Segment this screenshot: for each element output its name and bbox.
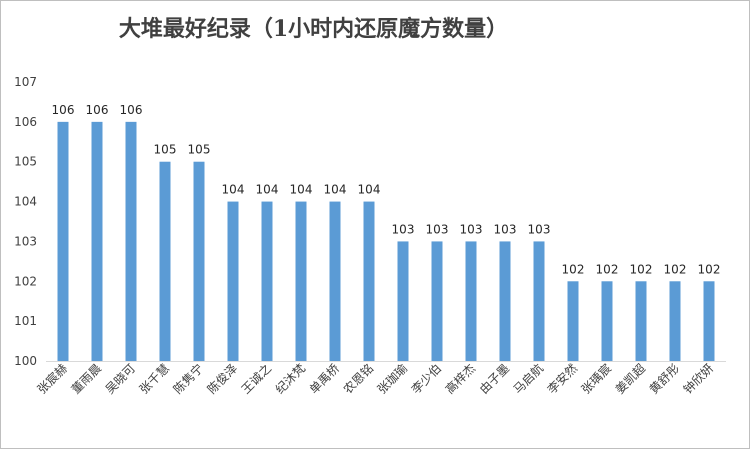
y-tick-label: 106: [14, 115, 37, 129]
x-tick-label: 吴晓可: [103, 361, 138, 396]
x-tick-label: 董雨晨: [69, 361, 104, 396]
data-label: 102: [562, 262, 585, 276]
x-tick-label: 张珈瑜: [374, 361, 410, 397]
data-label: 103: [528, 222, 551, 236]
chart-title: 大堆最好纪录（1小时内还原魔方数量）: [118, 16, 509, 42]
y-tick-label: 101: [14, 314, 37, 328]
bar: [703, 281, 715, 361]
x-tick-label: 纪沐梵: [273, 361, 308, 396]
bar: [499, 241, 511, 361]
bar: [635, 281, 647, 361]
bar: [57, 121, 69, 361]
data-label: 103: [392, 222, 415, 236]
bar: [261, 201, 273, 361]
data-label: 103: [460, 222, 483, 236]
x-tick-label: 单禹桥: [307, 361, 342, 396]
x-tick-label: 张宸赫: [34, 361, 70, 397]
y-tick-label: 105: [14, 155, 37, 169]
data-label: 103: [426, 222, 449, 236]
x-tick-label: 张瑀宸: [578, 361, 614, 397]
bar: [227, 201, 239, 361]
y-tick-label: 102: [14, 274, 37, 288]
data-label: 106: [86, 103, 109, 117]
data-label: 103: [494, 222, 517, 236]
data-label: 104: [290, 183, 313, 197]
x-tick-label: 姜凯超: [612, 361, 648, 397]
data-label: 102: [596, 262, 619, 276]
data-label: 104: [324, 183, 347, 197]
bar: [159, 161, 171, 361]
data-label: 102: [664, 262, 687, 276]
y-tick-label: 107: [14, 75, 37, 89]
data-label: 105: [154, 143, 177, 157]
x-tick-label: 由子墨: [477, 361, 512, 396]
bar: [431, 241, 443, 361]
y-tick-label: 103: [14, 234, 37, 248]
data-label: 106: [120, 103, 143, 117]
x-tick-label: 农恩铭: [340, 361, 376, 397]
x-tick-label: 马启航: [510, 361, 546, 397]
y-tick-label: 100: [14, 354, 37, 368]
data-label: 104: [256, 183, 279, 197]
x-tick-label: 钟欣妍: [680, 361, 716, 397]
bar: [295, 201, 307, 361]
data-label: 104: [358, 183, 381, 197]
bar: [91, 121, 103, 361]
x-tick-label: 张千慧: [136, 361, 172, 397]
bar: [567, 281, 579, 361]
data-label: 105: [188, 143, 211, 157]
x-tick-label: 李少伯: [408, 361, 444, 397]
x-tick-label: 黄舒彤: [647, 361, 682, 396]
x-tick-label: 李安然: [544, 361, 580, 397]
bar: [601, 281, 613, 361]
bar: [125, 121, 137, 361]
x-tick-label: 高梓杰: [442, 361, 478, 397]
bar: [193, 161, 205, 361]
bar: [397, 241, 409, 361]
data-label: 102: [698, 262, 721, 276]
data-label: 106: [52, 103, 75, 117]
x-tick-label: 陈隽宁: [170, 361, 206, 397]
bar: [533, 241, 545, 361]
bar: [363, 201, 375, 361]
bar: [465, 241, 477, 361]
x-tick-label: 王诚之: [239, 361, 274, 396]
x-tick-label: 陈俊泽: [204, 361, 240, 397]
data-label: 102: [630, 262, 653, 276]
bar: [669, 281, 681, 361]
y-tick-label: 104: [14, 195, 37, 209]
data-label: 104: [222, 183, 245, 197]
bar: [329, 201, 341, 361]
